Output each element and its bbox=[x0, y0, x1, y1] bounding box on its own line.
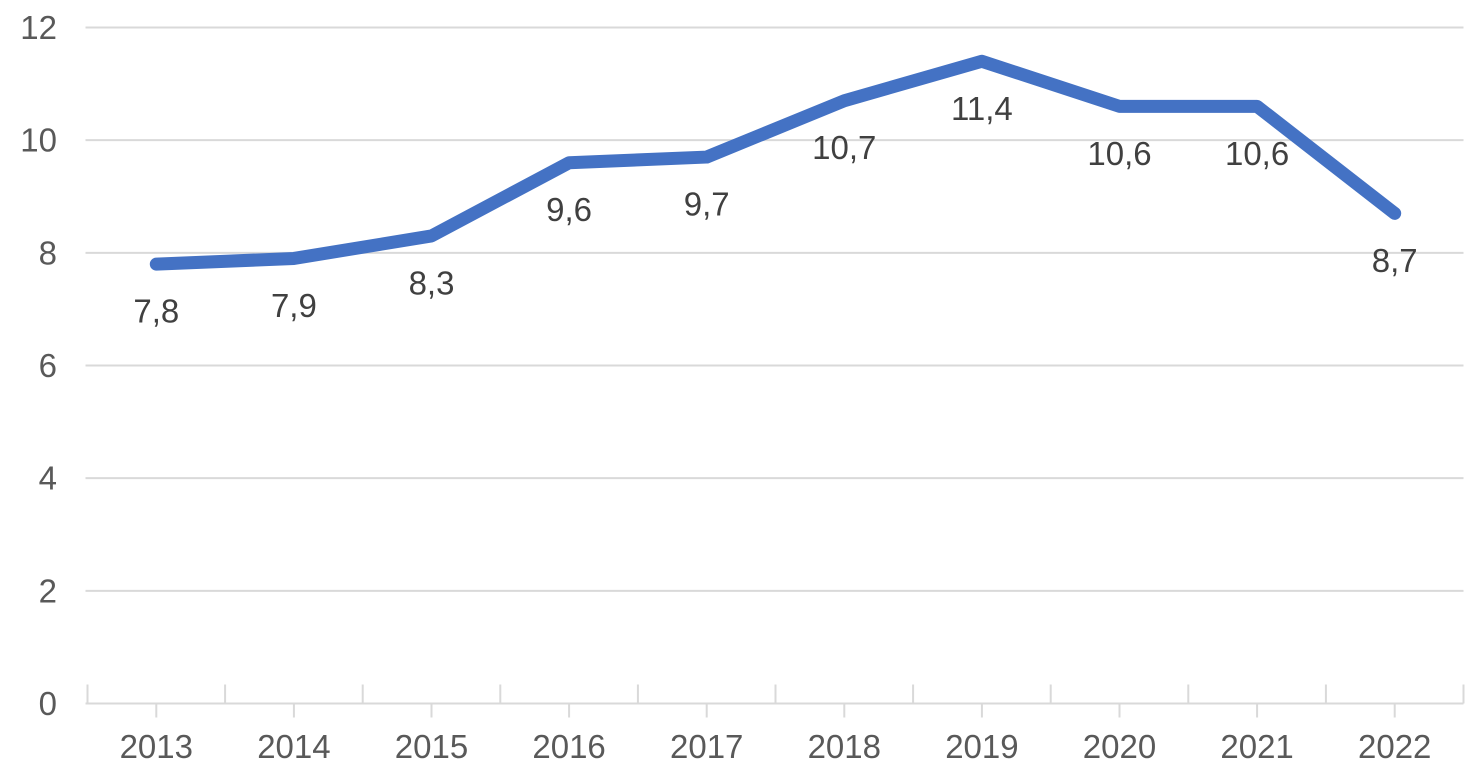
data-label: 7,9 bbox=[271, 287, 317, 324]
x-axis-tick-label: 2013 bbox=[120, 728, 193, 765]
data-label: 9,7 bbox=[684, 186, 730, 223]
y-axis-tick-label: 0 bbox=[39, 685, 57, 722]
data-label: 8,7 bbox=[1372, 242, 1418, 279]
data-label: 10,6 bbox=[1225, 135, 1289, 172]
data-label: 11,4 bbox=[951, 90, 1013, 127]
x-axis-tick-label: 2021 bbox=[1220, 728, 1293, 765]
y-axis-tick-label: 10 bbox=[20, 122, 57, 159]
data-label: 8,3 bbox=[409, 264, 455, 301]
data-label: 7,8 bbox=[133, 293, 179, 330]
data-label: 10,6 bbox=[1087, 135, 1151, 172]
x-axis-tick-label: 2020 bbox=[1083, 728, 1156, 765]
y-axis-tick-label: 6 bbox=[39, 347, 57, 384]
y-axis-tick-label: 2 bbox=[39, 572, 57, 609]
series-line bbox=[149, 54, 1402, 271]
y-axis-tick-label: 8 bbox=[39, 234, 57, 271]
x-axis-tick-label: 2015 bbox=[395, 728, 468, 765]
data-label: 10,7 bbox=[812, 129, 876, 166]
x-axis-tick-label: 2017 bbox=[670, 728, 743, 765]
y-axis-tick-label: 12 bbox=[20, 9, 57, 46]
x-axis-tick-label: 2014 bbox=[257, 728, 330, 765]
x-axis-tick-label: 2019 bbox=[945, 728, 1018, 765]
y-axis-tick-label: 4 bbox=[39, 460, 57, 497]
x-axis-tick-label: 2016 bbox=[532, 728, 605, 765]
x-axis-tick-label: 2018 bbox=[808, 728, 881, 765]
data-label: 9,6 bbox=[546, 191, 592, 228]
x-axis-tick-label: 2022 bbox=[1358, 728, 1431, 765]
